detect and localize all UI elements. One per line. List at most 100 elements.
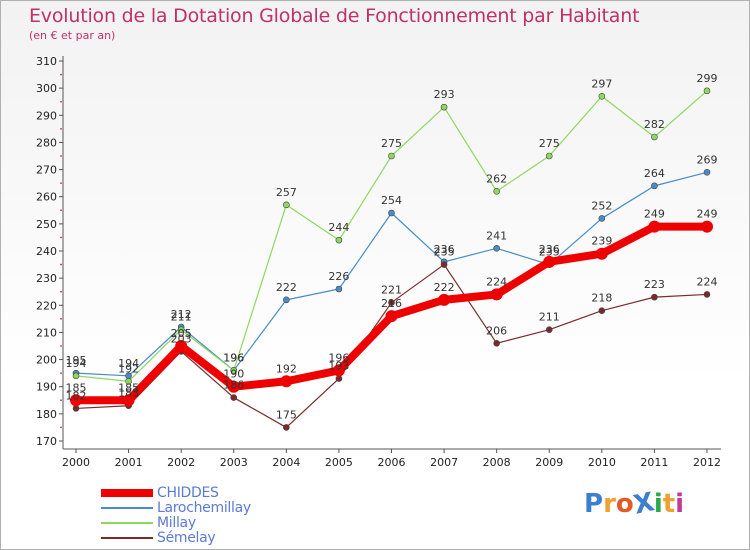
data-point-chiddes bbox=[543, 255, 556, 268]
y-tick-label: 260 bbox=[36, 191, 57, 204]
data-label-semelay: 182 bbox=[66, 389, 87, 402]
data-label-millay: 275 bbox=[539, 137, 560, 150]
data-point-semelay bbox=[72, 405, 80, 412]
y-tick-label: 300 bbox=[36, 82, 57, 95]
data-label-chiddes: 236 bbox=[539, 243, 560, 256]
data-label-semelay: 203 bbox=[171, 332, 192, 345]
x-tick-label: 2004 bbox=[272, 456, 300, 469]
data-label-chiddes: 196 bbox=[328, 351, 349, 364]
data-point-chiddes bbox=[280, 375, 293, 388]
data-point-semelay bbox=[283, 424, 290, 431]
data-label-chiddes: 249 bbox=[644, 208, 665, 221]
data-label-larochemillay: 194 bbox=[118, 357, 139, 370]
data-label-larochemillay: 222 bbox=[276, 281, 297, 294]
y-tick-label: 170 bbox=[36, 435, 57, 448]
data-label-larochemillay: 236 bbox=[434, 243, 455, 256]
data-label-semelay: 223 bbox=[644, 278, 665, 291]
y-tick-label: 180 bbox=[36, 408, 57, 421]
data-point-larochemillay bbox=[388, 209, 395, 217]
data-point-semelay bbox=[440, 261, 448, 268]
y-minor-tick bbox=[60, 290, 62, 293]
data-label-larochemillay: 212 bbox=[171, 308, 192, 321]
data-label-millay: 244 bbox=[328, 221, 349, 234]
data-label-millay: 297 bbox=[591, 77, 612, 90]
data-point-semelay bbox=[388, 299, 395, 306]
y-tick-label: 290 bbox=[36, 109, 57, 122]
y-minor-tick bbox=[60, 209, 62, 212]
x-tick-label: 2000 bbox=[62, 456, 90, 469]
data-point-millay bbox=[230, 367, 238, 374]
y-tick-label: 240 bbox=[36, 245, 57, 258]
data-point-millay bbox=[388, 152, 395, 160]
data-point-larochemillay bbox=[703, 168, 711, 176]
y-minor-tick bbox=[60, 127, 62, 130]
x-tick-label: 2008 bbox=[483, 456, 511, 469]
data-point-semelay bbox=[651, 293, 658, 301]
data-point-larochemillay bbox=[283, 296, 290, 304]
data-label-millay: 293 bbox=[434, 88, 455, 101]
y-minor-tick bbox=[60, 182, 62, 185]
data-label-chiddes: 185 bbox=[66, 381, 87, 394]
data-point-chiddes bbox=[385, 310, 398, 323]
data-point-chiddes bbox=[175, 340, 188, 352]
proxiti-logo: ProXiti bbox=[584, 487, 685, 521]
y-minor-tick bbox=[60, 155, 62, 157]
data-label-chiddes: 216 bbox=[381, 297, 402, 310]
x-tick-label: 2002 bbox=[167, 456, 195, 469]
legend-label: Sémelay bbox=[157, 530, 216, 546]
legend-label: CHIDDES bbox=[157, 485, 219, 501]
data-point-chiddes bbox=[332, 364, 345, 377]
data-label-chiddes: 185 bbox=[118, 381, 139, 394]
y-minor-tick bbox=[60, 399, 62, 402]
y-minor-tick bbox=[60, 345, 62, 347]
y-minor-tick bbox=[60, 372, 62, 375]
data-label-semelay: 235 bbox=[434, 246, 455, 259]
data-label-larochemillay: 241 bbox=[486, 229, 507, 242]
data-point-semelay bbox=[230, 394, 238, 401]
data-point-millay bbox=[125, 377, 132, 385]
data-label-larochemillay: 196 bbox=[223, 351, 244, 364]
data-label-millay: 257 bbox=[276, 186, 297, 199]
legend-swatch bbox=[101, 537, 153, 539]
data-point-chiddes bbox=[227, 380, 240, 393]
data-label-semelay: 183 bbox=[118, 387, 139, 400]
data-point-chiddes bbox=[648, 220, 661, 233]
data-label-millay: 194 bbox=[66, 357, 87, 370]
data-label-chiddes: 239 bbox=[591, 235, 612, 248]
data-point-chiddes bbox=[701, 220, 713, 233]
y-minor-tick bbox=[60, 263, 62, 266]
x-tick-label: 2003 bbox=[220, 456, 248, 469]
data-point-semelay bbox=[493, 339, 500, 347]
data-point-larochemillay bbox=[651, 182, 658, 190]
data-label-chiddes: 222 bbox=[434, 281, 455, 294]
legend-swatch bbox=[101, 507, 153, 509]
data-point-chiddes bbox=[122, 394, 135, 407]
x-tick-label: 2006 bbox=[378, 456, 406, 469]
data-label-semelay: 206 bbox=[486, 324, 507, 337]
data-label-millay: 211 bbox=[171, 311, 192, 324]
data-label-larochemillay: 264 bbox=[644, 167, 665, 180]
data-point-millay bbox=[545, 152, 553, 160]
data-label-semelay: 218 bbox=[591, 292, 612, 305]
y-minor-tick bbox=[60, 317, 62, 320]
data-label-millay: 262 bbox=[486, 172, 507, 185]
data-point-millay bbox=[72, 372, 80, 380]
legend-swatch bbox=[101, 522, 153, 524]
data-label-chiddes: 190 bbox=[223, 368, 244, 381]
data-label-millay: 282 bbox=[644, 118, 665, 131]
data-point-semelay bbox=[335, 375, 343, 382]
data-label-semelay: 193 bbox=[328, 360, 349, 373]
y-tick-label: 280 bbox=[36, 136, 57, 149]
data-label-larochemillay: 195 bbox=[66, 354, 87, 367]
data-label-larochemillay: 235 bbox=[539, 246, 560, 259]
data-label-chiddes: 192 bbox=[276, 362, 297, 375]
data-label-larochemillay: 254 bbox=[381, 194, 402, 207]
y-tick-label: 200 bbox=[36, 354, 57, 367]
data-point-semelay bbox=[545, 326, 553, 334]
y-tick-label: 230 bbox=[36, 272, 57, 285]
data-point-semelay bbox=[598, 307, 606, 315]
y-tick-label: 270 bbox=[36, 164, 57, 177]
y-minor-tick bbox=[60, 100, 62, 103]
y-minor-tick bbox=[60, 73, 62, 76]
data-label-larochemillay: 269 bbox=[697, 153, 718, 166]
